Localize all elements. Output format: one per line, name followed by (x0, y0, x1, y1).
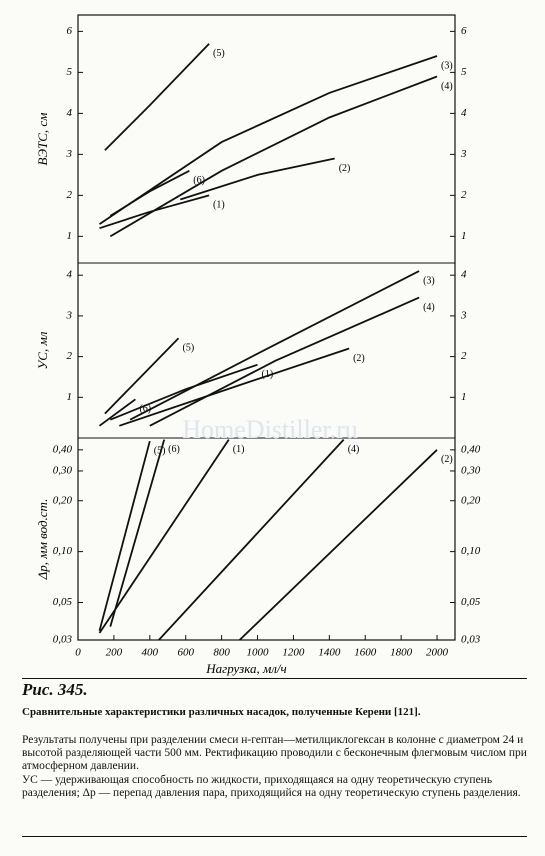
paragraph: Результаты получены при разделении смеси… (22, 734, 527, 772)
x-tick-label: 800 (213, 647, 230, 659)
x-tick-label: 400 (142, 647, 159, 659)
y-tick-label: 4 (67, 107, 73, 119)
y-tick-label: 0,40 (461, 443, 481, 455)
x-tick-label: 1800 (390, 647, 413, 659)
y-tick-label: 0,03 (461, 634, 481, 646)
y-tick-label: 5 (461, 66, 467, 78)
figure: HomeDistiller.ru 1 1 2 2 3 3 4 4 5 5 6 6 ВЭТС, см (5)… (35, 14, 481, 676)
y-tick-label: 1 (67, 391, 73, 403)
series-line (98, 439, 230, 634)
series-label: (6) (139, 404, 151, 415)
y-tick-label: 0,10 (53, 545, 73, 557)
x-tick-label: 600 (177, 647, 194, 659)
paragraph: УС — удерживающая способность по жидкост… (22, 774, 521, 799)
y-axis-label: ВЭТС, см (35, 113, 50, 166)
series-line (98, 55, 438, 225)
series-label: (2) (339, 163, 351, 174)
series-label: (1) (262, 369, 274, 380)
series-label: (3) (441, 60, 453, 71)
y-tick-label: 3 (460, 148, 467, 160)
series-line (104, 337, 180, 415)
series-label: (1) (213, 200, 225, 211)
y-tick-label: 2 (67, 189, 73, 201)
y-tick-label: 0,10 (461, 545, 481, 557)
caption-text: Результаты получены при разделении смеси… (22, 734, 527, 801)
y-tick-label: 0,20 (461, 494, 481, 506)
x-tick-label: 200 (106, 647, 123, 659)
y-tick-label: 3 (460, 309, 467, 321)
y-tick-label: 5 (67, 66, 73, 78)
y-tick-label: 0,30 (53, 464, 73, 476)
series-label: (5) (154, 445, 166, 456)
x-tick-label: 0 (75, 647, 81, 659)
frame (77, 14, 456, 641)
series-line (109, 75, 438, 238)
y-tick-label: 0,05 (461, 596, 481, 608)
y-tick-label: 0,03 (53, 634, 73, 646)
y-tick-label: 6 (67, 25, 73, 37)
series-label: (4) (441, 81, 453, 92)
y-tick-label: 2 (461, 189, 467, 201)
x-tick-label: 1400 (318, 647, 341, 659)
y-tick-label: 3 (66, 148, 73, 160)
y-tick-label: 1 (67, 230, 73, 242)
series-line (119, 347, 350, 427)
rule (22, 836, 527, 837)
y-tick-label: 0,05 (53, 596, 73, 608)
x-tick-label: 2000 (426, 647, 449, 659)
series-line (109, 363, 258, 421)
rule (22, 678, 527, 679)
series-label: (4) (348, 444, 360, 455)
series-label: (6) (168, 444, 180, 455)
y-tick-label: 2 (461, 350, 467, 362)
y-tick-label: 0,20 (53, 494, 73, 506)
series-line (238, 449, 438, 641)
y-tick-label: 4 (67, 269, 73, 281)
series-label: (2) (353, 353, 365, 364)
series-label: (4) (423, 302, 435, 313)
series-line (98, 440, 151, 632)
y-axis-label: Δp, мм вод.ст. (35, 499, 50, 581)
y-tick-label: 1 (461, 230, 467, 242)
y-tick-label: 3 (66, 309, 73, 321)
x-tick-label: 1600 (354, 647, 377, 659)
y-tick-label: 4 (461, 269, 467, 281)
x-tick-label: 1200 (282, 647, 305, 659)
series-line (129, 270, 420, 421)
series-label: (5) (213, 48, 225, 59)
series-label: (3) (423, 275, 435, 286)
x-axis-label: Нагрузка, мл/ч (205, 661, 287, 676)
y-tick-label: 1 (461, 391, 467, 403)
series-line (99, 194, 210, 230)
series-line (180, 157, 335, 201)
series-line (104, 43, 210, 151)
y-axis-label: УС, мл (35, 331, 50, 369)
series-line (109, 439, 166, 627)
y-tick-label: 6 (461, 25, 467, 37)
y-tick-label: 0,40 (53, 443, 73, 455)
series-line (158, 438, 345, 641)
series-label: (5) (183, 343, 195, 354)
series-label: (2) (441, 454, 453, 465)
series-line (98, 398, 136, 427)
series-label: (1) (233, 444, 245, 455)
figure-number: Рис. 345. (22, 680, 88, 699)
y-tick-label: 0,30 (461, 464, 481, 476)
series-line (149, 296, 420, 427)
figure-title: Сравнительные характеристики различных н… (22, 706, 421, 718)
y-tick-label: 4 (461, 107, 467, 119)
series-label: (6) (193, 175, 205, 186)
y-tick-label: 2 (67, 350, 73, 362)
watermark: HomeDistiller.ru (182, 415, 357, 444)
x-tick-label: 1000 (247, 647, 270, 659)
